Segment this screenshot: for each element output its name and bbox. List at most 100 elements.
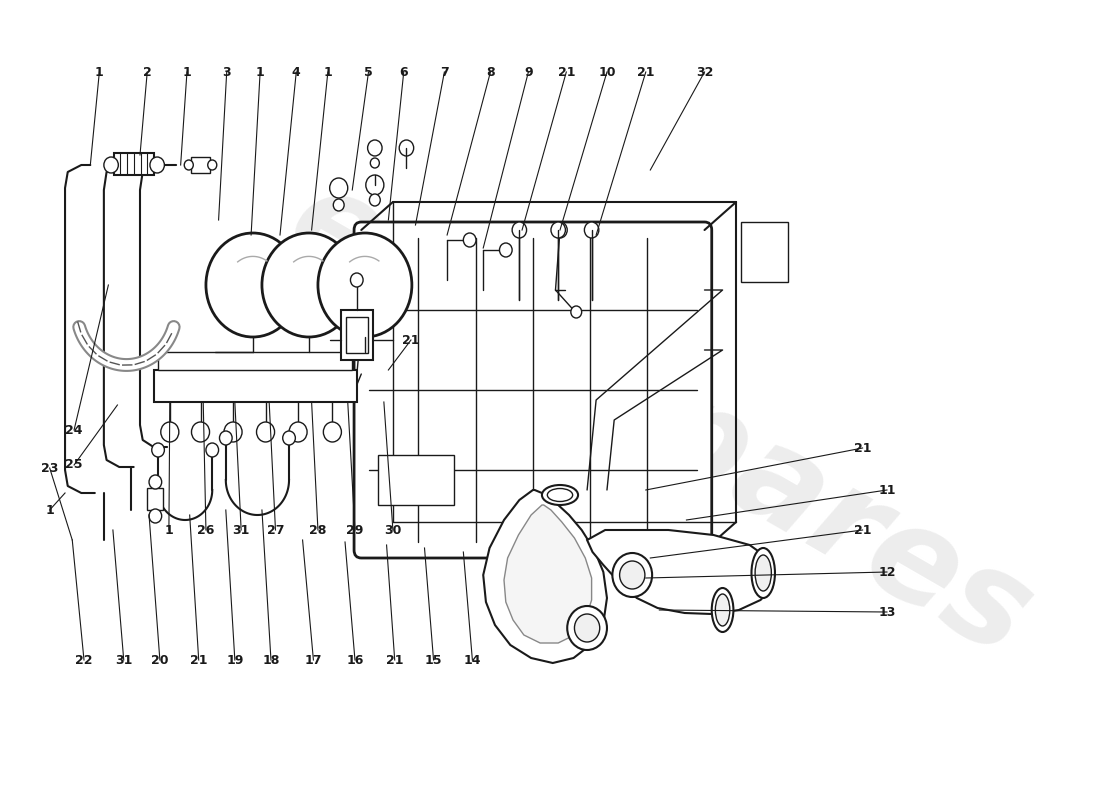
Circle shape [206, 233, 300, 337]
Text: 9: 9 [524, 66, 532, 78]
Circle shape [613, 553, 652, 597]
Circle shape [283, 431, 296, 445]
Text: 25: 25 [65, 458, 82, 471]
Circle shape [584, 222, 598, 238]
Text: 1: 1 [95, 66, 103, 78]
Text: 8: 8 [486, 66, 495, 78]
Circle shape [370, 194, 381, 206]
Text: 24: 24 [65, 423, 82, 437]
Text: 21: 21 [854, 523, 871, 537]
Text: 18: 18 [262, 654, 279, 666]
Text: 21: 21 [854, 442, 871, 454]
Circle shape [371, 158, 380, 168]
Bar [147, 488, 164, 510]
Bar [191, 157, 209, 173]
Text: 1: 1 [256, 66, 264, 78]
Bar [341, 310, 373, 360]
Circle shape [323, 422, 341, 442]
Circle shape [262, 233, 356, 337]
Circle shape [318, 233, 411, 337]
Circle shape [399, 140, 414, 156]
Circle shape [191, 422, 209, 442]
Ellipse shape [548, 489, 573, 502]
Text: 29: 29 [346, 523, 364, 537]
Circle shape [152, 443, 164, 457]
Text: 1: 1 [183, 66, 191, 78]
Text: 16: 16 [346, 654, 364, 666]
Text: 31: 31 [116, 654, 132, 666]
Text: 10: 10 [598, 66, 616, 78]
Circle shape [161, 422, 179, 442]
Text: 19: 19 [227, 654, 243, 666]
Text: 2: 2 [143, 66, 152, 78]
Text: 27: 27 [266, 523, 284, 537]
Circle shape [351, 273, 363, 287]
Text: 22: 22 [75, 654, 92, 666]
Circle shape [513, 222, 527, 238]
Circle shape [330, 178, 348, 198]
Text: 32: 32 [696, 66, 713, 78]
Text: 21: 21 [637, 66, 654, 78]
Text: 14: 14 [463, 654, 481, 666]
Text: 6: 6 [399, 66, 408, 78]
Bar [345, 317, 367, 353]
Text: 12: 12 [878, 566, 895, 578]
Circle shape [185, 160, 194, 170]
Ellipse shape [715, 594, 729, 626]
Circle shape [150, 157, 164, 173]
Circle shape [220, 431, 232, 445]
Text: eurospares: eurospares [266, 156, 1053, 684]
Circle shape [103, 157, 119, 173]
Bar [377, 455, 454, 505]
Text: 21: 21 [190, 654, 208, 666]
Text: 15: 15 [425, 654, 442, 666]
Polygon shape [504, 505, 592, 643]
Circle shape [568, 606, 607, 650]
Circle shape [366, 175, 384, 195]
Ellipse shape [542, 485, 579, 505]
Text: 11: 11 [878, 483, 895, 497]
Bar [154, 370, 356, 402]
Text: 30: 30 [384, 523, 402, 537]
Text: 1: 1 [323, 66, 332, 78]
Circle shape [553, 584, 568, 600]
Bar [158, 352, 352, 370]
Text: 21: 21 [558, 66, 575, 78]
Polygon shape [483, 490, 607, 663]
Circle shape [551, 222, 565, 238]
Circle shape [553, 222, 568, 238]
Text: 3: 3 [222, 66, 231, 78]
Bar [740, 222, 788, 282]
Text: a passion for parts since 1985: a passion for parts since 1985 [454, 448, 719, 612]
Text: 7: 7 [440, 66, 449, 78]
Text: 17: 17 [305, 654, 322, 666]
Ellipse shape [712, 588, 734, 632]
FancyBboxPatch shape [354, 222, 712, 558]
Text: 23: 23 [41, 462, 58, 474]
Circle shape [206, 443, 219, 457]
Circle shape [148, 509, 162, 523]
Text: 21: 21 [386, 654, 404, 666]
Text: 1: 1 [45, 503, 54, 517]
Ellipse shape [755, 555, 771, 591]
Text: 31: 31 [232, 523, 250, 537]
Circle shape [289, 422, 307, 442]
Text: 5: 5 [364, 66, 373, 78]
Circle shape [148, 475, 162, 489]
Text: 20: 20 [151, 654, 168, 666]
Text: 1: 1 [165, 523, 174, 537]
Text: 26: 26 [197, 523, 215, 537]
Text: 4: 4 [292, 66, 300, 78]
Circle shape [208, 160, 217, 170]
Circle shape [571, 306, 582, 318]
Circle shape [367, 140, 382, 156]
Circle shape [463, 233, 476, 247]
Polygon shape [587, 530, 775, 614]
Circle shape [224, 422, 242, 442]
Circle shape [256, 422, 275, 442]
Circle shape [333, 199, 344, 211]
Circle shape [499, 243, 513, 257]
Text: 13: 13 [878, 606, 895, 618]
Circle shape [574, 614, 600, 642]
Text: 21: 21 [403, 334, 420, 346]
